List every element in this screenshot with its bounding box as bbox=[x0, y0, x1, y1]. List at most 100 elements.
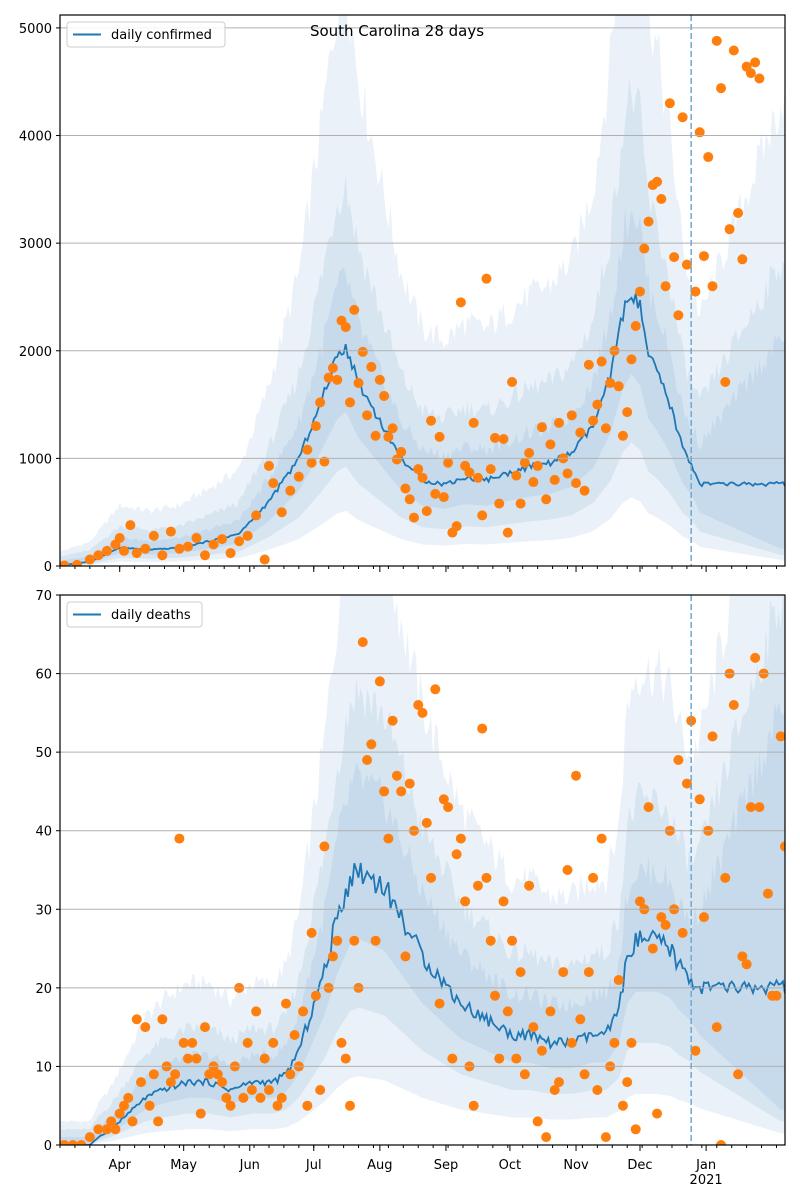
data-point bbox=[387, 423, 398, 434]
data-point bbox=[485, 935, 496, 946]
data-point bbox=[310, 421, 321, 432]
data-point bbox=[417, 707, 428, 718]
data-point bbox=[332, 374, 343, 385]
data-point bbox=[340, 322, 351, 333]
data-point bbox=[737, 254, 748, 265]
data-point bbox=[686, 715, 697, 726]
data-point bbox=[536, 422, 547, 433]
y-tick-label: 4000 bbox=[19, 130, 52, 145]
data-point bbox=[775, 731, 785, 742]
data-point bbox=[426, 872, 437, 883]
plot-area bbox=[60, 595, 785, 1145]
data-point bbox=[468, 417, 479, 428]
data-point bbox=[263, 460, 274, 471]
data-point bbox=[60, 1140, 70, 1145]
data-point bbox=[400, 951, 411, 962]
data-point bbox=[255, 1092, 266, 1103]
data-point bbox=[327, 362, 338, 373]
data-point bbox=[780, 841, 785, 852]
data-point bbox=[123, 1092, 134, 1103]
data-point bbox=[148, 1069, 159, 1080]
data-point bbox=[127, 1116, 138, 1127]
data-point bbox=[391, 770, 402, 781]
data-point bbox=[515, 498, 526, 509]
data-point bbox=[242, 530, 253, 541]
data-point bbox=[515, 967, 526, 978]
data-point bbox=[460, 896, 471, 907]
data-point bbox=[596, 833, 607, 844]
data-point bbox=[285, 485, 296, 496]
data-point bbox=[366, 361, 377, 372]
data-point bbox=[131, 1014, 142, 1025]
data-point bbox=[566, 1037, 577, 1048]
data-point bbox=[178, 1037, 189, 1048]
data-point bbox=[741, 959, 752, 970]
data-point bbox=[545, 439, 556, 450]
data-point bbox=[276, 507, 287, 518]
data-point bbox=[524, 880, 535, 891]
data-point bbox=[553, 1077, 564, 1088]
data-point bbox=[609, 1037, 620, 1048]
data-point bbox=[592, 1085, 603, 1095]
data-point bbox=[502, 1006, 513, 1017]
plot-area bbox=[60, 15, 785, 566]
legend: daily confirmed bbox=[66, 21, 226, 48]
data-point bbox=[383, 833, 394, 844]
data-point bbox=[481, 273, 492, 284]
data-point bbox=[191, 533, 202, 544]
data-point bbox=[745, 802, 756, 813]
data-point bbox=[541, 1132, 552, 1143]
y-tick-label: 60 bbox=[35, 668, 52, 683]
data-point bbox=[319, 841, 330, 852]
data-point bbox=[404, 494, 415, 505]
data-point bbox=[720, 872, 731, 883]
data-point bbox=[490, 990, 500, 1001]
data-point bbox=[323, 372, 334, 383]
x-tick-label: Apr bbox=[108, 1158, 131, 1173]
data-point bbox=[451, 521, 462, 532]
data-point bbox=[357, 637, 368, 648]
data-point bbox=[336, 1037, 347, 1048]
data-point bbox=[613, 381, 624, 392]
data-point bbox=[101, 545, 112, 556]
data-point bbox=[464, 467, 475, 478]
data-point bbox=[370, 430, 381, 441]
data-point bbox=[165, 526, 176, 537]
data-point bbox=[136, 1077, 147, 1088]
data-point bbox=[306, 927, 317, 938]
data-point bbox=[298, 1006, 309, 1017]
data-point bbox=[191, 1053, 202, 1064]
data-point bbox=[443, 802, 454, 813]
x-tick-label: Oct bbox=[499, 1158, 521, 1173]
data-point bbox=[630, 321, 641, 332]
data-point bbox=[396, 786, 407, 797]
data-point bbox=[571, 478, 582, 489]
data-point bbox=[148, 530, 159, 541]
data-point bbox=[430, 488, 441, 499]
data-point bbox=[370, 935, 381, 946]
data-point bbox=[246, 1085, 257, 1095]
data-point bbox=[345, 1100, 355, 1111]
data-point bbox=[93, 550, 104, 561]
data-point bbox=[600, 1132, 611, 1143]
data-point bbox=[617, 1100, 628, 1111]
data-point bbox=[575, 427, 586, 438]
data-point bbox=[157, 550, 168, 561]
data-point bbox=[396, 446, 407, 457]
data-point bbox=[750, 57, 761, 68]
data-point bbox=[289, 1030, 300, 1040]
data-point bbox=[76, 1140, 87, 1145]
data-point bbox=[677, 927, 688, 938]
data-point bbox=[750, 652, 761, 663]
data-point bbox=[455, 297, 466, 308]
data-point bbox=[408, 512, 419, 523]
x-tick-label: Jun bbox=[239, 1158, 260, 1173]
data-point bbox=[362, 410, 373, 421]
data-point bbox=[511, 470, 522, 481]
data-point bbox=[451, 849, 462, 860]
data-point bbox=[754, 802, 765, 813]
data-point bbox=[502, 527, 513, 538]
data-point bbox=[528, 477, 539, 488]
data-point bbox=[208, 539, 219, 550]
data-point bbox=[690, 286, 701, 297]
